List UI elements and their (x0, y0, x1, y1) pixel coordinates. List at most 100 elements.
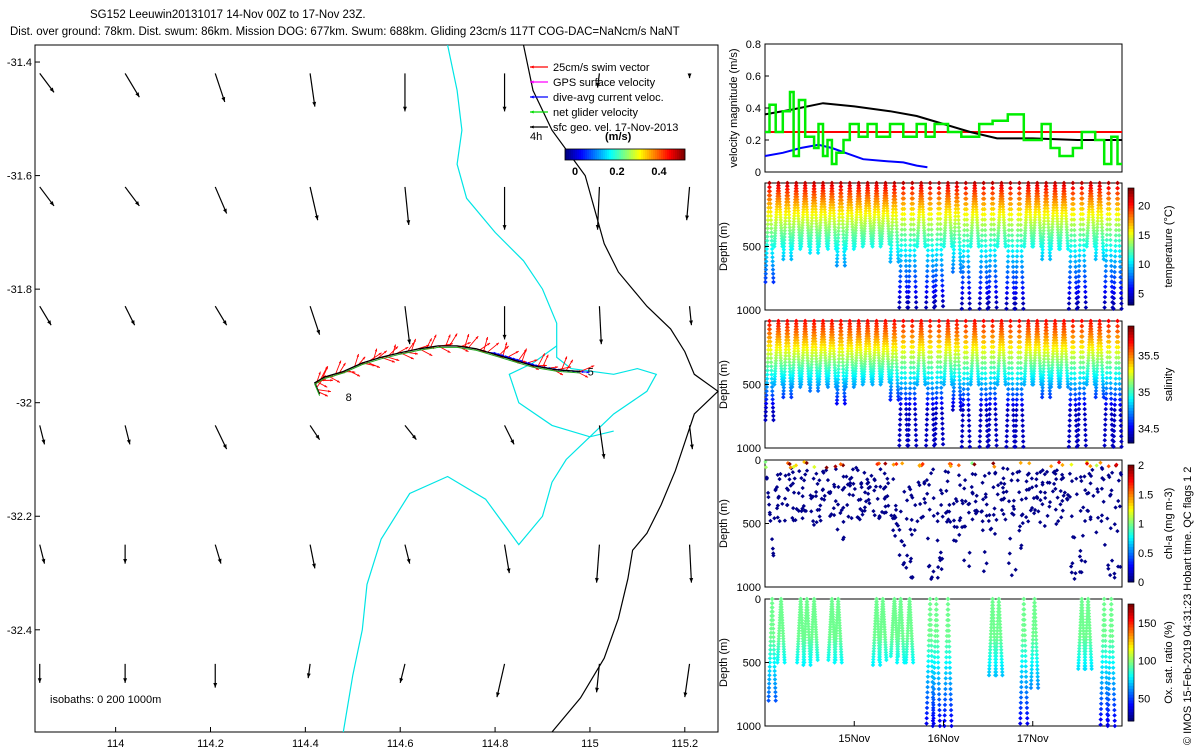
section-colorbar: 00.511.52 (1127, 460, 1153, 589)
colorbar-cell (663, 149, 666, 160)
colorbar-cell (1128, 535, 1134, 539)
colorbar-cell (1128, 220, 1134, 224)
colorbar-cell (587, 149, 590, 160)
colorbar-cell (1128, 402, 1134, 406)
x-tick-label: 114.8 (482, 738, 509, 750)
swim-vector (483, 336, 489, 352)
velocity-y-tick-label: 0 (755, 167, 761, 179)
swim-vector (318, 391, 329, 397)
sfc-velocity-arrow (404, 425, 417, 441)
swim-vector (498, 345, 509, 356)
colorbar-cell (679, 149, 682, 160)
colorbar-cell (597, 149, 600, 160)
velocity-y-tick-label: 0.6 (746, 71, 761, 83)
y-tick-label: -31.4 (7, 57, 32, 69)
colorbar-cell (649, 149, 652, 160)
legend-entry: GPS surface velocity (553, 77, 656, 89)
colorbar-cell (1128, 326, 1134, 330)
colorbar-cell (639, 149, 642, 160)
colorbar-cell (1128, 366, 1134, 371)
section-points (763, 180, 1124, 311)
section-point (834, 259, 840, 265)
colorbar-cell (1128, 258, 1134, 262)
colorbar-cell (647, 149, 650, 160)
colorbar-cell (577, 149, 580, 160)
colorbar-tick-label: 34.5 (1138, 423, 1159, 435)
track-label: 5 (588, 366, 594, 378)
depth-tick-label: 500 (743, 519, 761, 531)
swim-vector (377, 350, 388, 359)
legend-arrow (530, 65, 548, 69)
swim-vector (369, 352, 382, 362)
colorbar-cell (655, 149, 658, 160)
colorbar-cell (1128, 361, 1134, 365)
sfc-velocity-arrow (503, 544, 511, 574)
colorbar-tick-label: 35.5 (1138, 350, 1159, 362)
sfc-velocity-arrow (214, 544, 222, 564)
colorbar-cell (1128, 393, 1134, 397)
x-tick-label: 114 (107, 738, 125, 750)
x-tick-label: 114.2 (197, 738, 224, 750)
section-point (771, 275, 776, 281)
colorbar-tick-label: 0 (572, 166, 578, 178)
colorbar-cell (1128, 470, 1134, 475)
colorbar-cell (681, 149, 684, 160)
legend-arrow (530, 80, 548, 84)
y-tick-label: -32 (16, 398, 32, 410)
isobath-label: isobaths: 0 200 1000m (50, 694, 161, 706)
colorbar-cell (1128, 328, 1134, 333)
colorbar-cell (1128, 543, 1134, 548)
colorbar-cell (1128, 422, 1134, 426)
sfc-velocity-arrow (309, 425, 321, 440)
colorbar-cell (1128, 482, 1134, 486)
colorbar-cell (1128, 399, 1134, 403)
colorbar-cell (1128, 266, 1134, 271)
sfc-velocity-arrow (124, 186, 140, 207)
swim-vector (537, 353, 546, 367)
colorbar-cell (1128, 223, 1134, 227)
x-tick-label: 114.4 (292, 738, 319, 750)
colorbar-cell (611, 149, 614, 160)
colorbar-cell (607, 149, 610, 160)
velocity-series-1 (764, 102, 1122, 141)
velocity-y-label: velocity magnitude (m/s) (728, 48, 740, 167)
swim-vector (506, 350, 519, 359)
colorbar-cell (1128, 503, 1134, 507)
colorbar-cell (671, 149, 674, 160)
colorbar-cell (603, 149, 606, 160)
sfc-velocity-arrow (123, 663, 128, 683)
colorbar-cell (571, 149, 574, 160)
colorbar-cell (1128, 188, 1134, 192)
colorbar-cell (1128, 570, 1134, 574)
sfc-velocity-arrow (595, 186, 601, 230)
swim-vector (339, 362, 346, 373)
colorbar-cell (1128, 428, 1134, 432)
section-point (763, 279, 768, 285)
colorbar-cell (1128, 425, 1134, 429)
colorbar-cell (1128, 387, 1134, 391)
colorbar-cell (1128, 226, 1134, 230)
colorbar-cell (1128, 546, 1134, 551)
colorbar-cell (625, 149, 628, 160)
colorbar-cell (1128, 514, 1134, 519)
swim-vector (320, 366, 328, 380)
y-tick-label: -32.4 (7, 625, 32, 637)
colorbar-cell (1128, 217, 1134, 221)
section-point (770, 259, 775, 264)
sfc-velocity-arrow (214, 305, 228, 326)
colorbar-cell (1128, 404, 1134, 409)
colorbar-cell (619, 149, 622, 160)
track-label: 8 (346, 392, 352, 404)
track-line (313, 345, 581, 395)
legend-arrow (530, 125, 548, 129)
colorbar-cell (669, 149, 672, 160)
colorbar-cell (677, 149, 680, 160)
colorbar-cell (605, 149, 608, 160)
colorbar-cell (1128, 269, 1134, 274)
colorbar-cell (1128, 372, 1134, 377)
colorbar-cell (1128, 491, 1134, 495)
colorbar-cell (1128, 381, 1134, 385)
